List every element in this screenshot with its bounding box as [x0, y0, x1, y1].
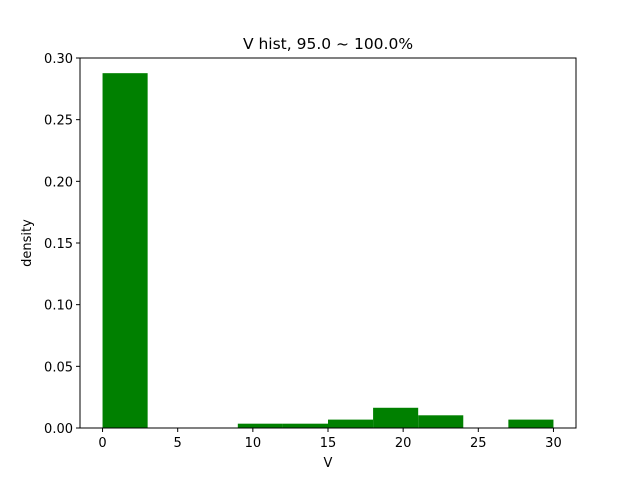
y-tick-label: 0.25 [44, 114, 73, 129]
histogram-bar [282, 423, 328, 428]
histogram-bar [418, 415, 464, 428]
x-tick-label: 30 [545, 436, 562, 451]
y-tick-label: 0.15 [44, 237, 73, 252]
y-axis-ticks: 0.00 0.05 0.10 0.15 0.20 0.25 0.30 [44, 52, 80, 437]
y-axis-label: density [20, 219, 35, 267]
chart-title: V hist, 95.0 ~ 100.0% [243, 35, 413, 53]
x-tick-label: 25 [470, 436, 487, 451]
plot-frame [79, 57, 577, 429]
y-tick-label: 0.10 [44, 299, 73, 314]
x-tick-label: 15 [320, 436, 337, 451]
y-tick-label: 0.30 [44, 52, 73, 67]
x-axis-ticks: 0 5 10 15 20 25 30 [98, 428, 562, 451]
histogram-bar [508, 419, 554, 428]
y-tick-label: 0.05 [44, 360, 73, 375]
histogram-bar [328, 419, 374, 428]
bars-group [102, 73, 554, 429]
y-tick-label: 0.20 [44, 175, 73, 190]
x-tick-label: 10 [245, 436, 262, 451]
histogram-bar [237, 423, 283, 428]
histogram-bar [373, 407, 419, 428]
x-tick-label: 0 [98, 436, 106, 451]
histogram-bar [102, 73, 148, 429]
x-tick-label: 5 [174, 436, 182, 451]
x-axis-label: V [324, 456, 333, 471]
x-tick-label: 20 [395, 436, 412, 451]
y-tick-label: 0.00 [44, 422, 73, 437]
